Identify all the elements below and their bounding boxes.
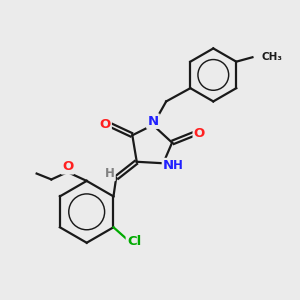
Text: H: H	[105, 167, 115, 180]
Text: N: N	[163, 159, 174, 172]
Text: N: N	[147, 115, 158, 128]
Text: O: O	[194, 127, 205, 140]
Text: H: H	[172, 159, 182, 172]
Text: CH₃: CH₃	[261, 52, 282, 62]
Text: O: O	[62, 160, 73, 173]
Text: Cl: Cl	[127, 235, 141, 248]
Text: O: O	[99, 118, 111, 131]
